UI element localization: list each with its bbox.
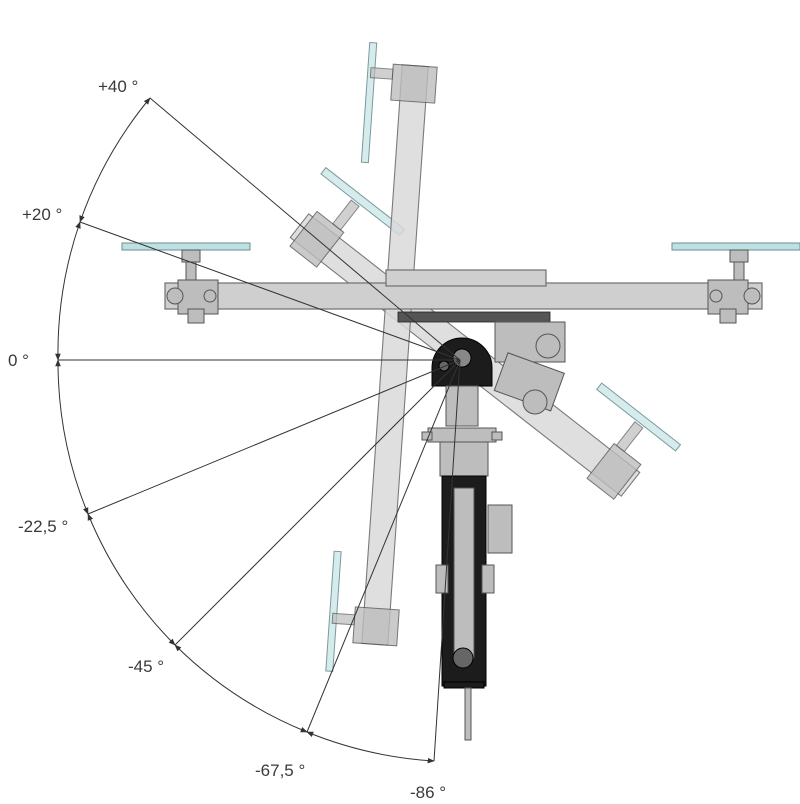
ray-minus-45: [174, 359, 461, 646]
ray-minus-22-5: [87, 359, 461, 515]
frame-position-horizontal: [121, 242, 800, 415]
ray-plus-20: [79, 221, 461, 361]
glass-pane-right: [671, 242, 800, 251]
label-zero: 0 °: [8, 351, 29, 370]
frame-position-vertical: [325, 41, 438, 672]
label-minus-86: -86 °: [410, 783, 446, 802]
angle-arcs: [55, 97, 435, 764]
label-minus-22-5: -22,5 °: [18, 517, 68, 536]
label-minus-45: -45 °: [128, 657, 164, 676]
label-minus-67-5: -67,5 °: [255, 761, 305, 780]
ray-minus-67-5: [306, 359, 461, 733]
arm-position-down: [421, 337, 513, 741]
angle-labels: +40 ° +20 ° 0 ° -22,5 ° -45 ° -67,5 ° -8…: [8, 77, 446, 802]
label-plus-40: +40 °: [98, 77, 138, 96]
ray-minus-86: [433, 359, 461, 762]
label-plus-20: +20 °: [22, 205, 62, 224]
angle-rays: [58, 97, 461, 762]
ray-plus-40: [149, 97, 461, 361]
